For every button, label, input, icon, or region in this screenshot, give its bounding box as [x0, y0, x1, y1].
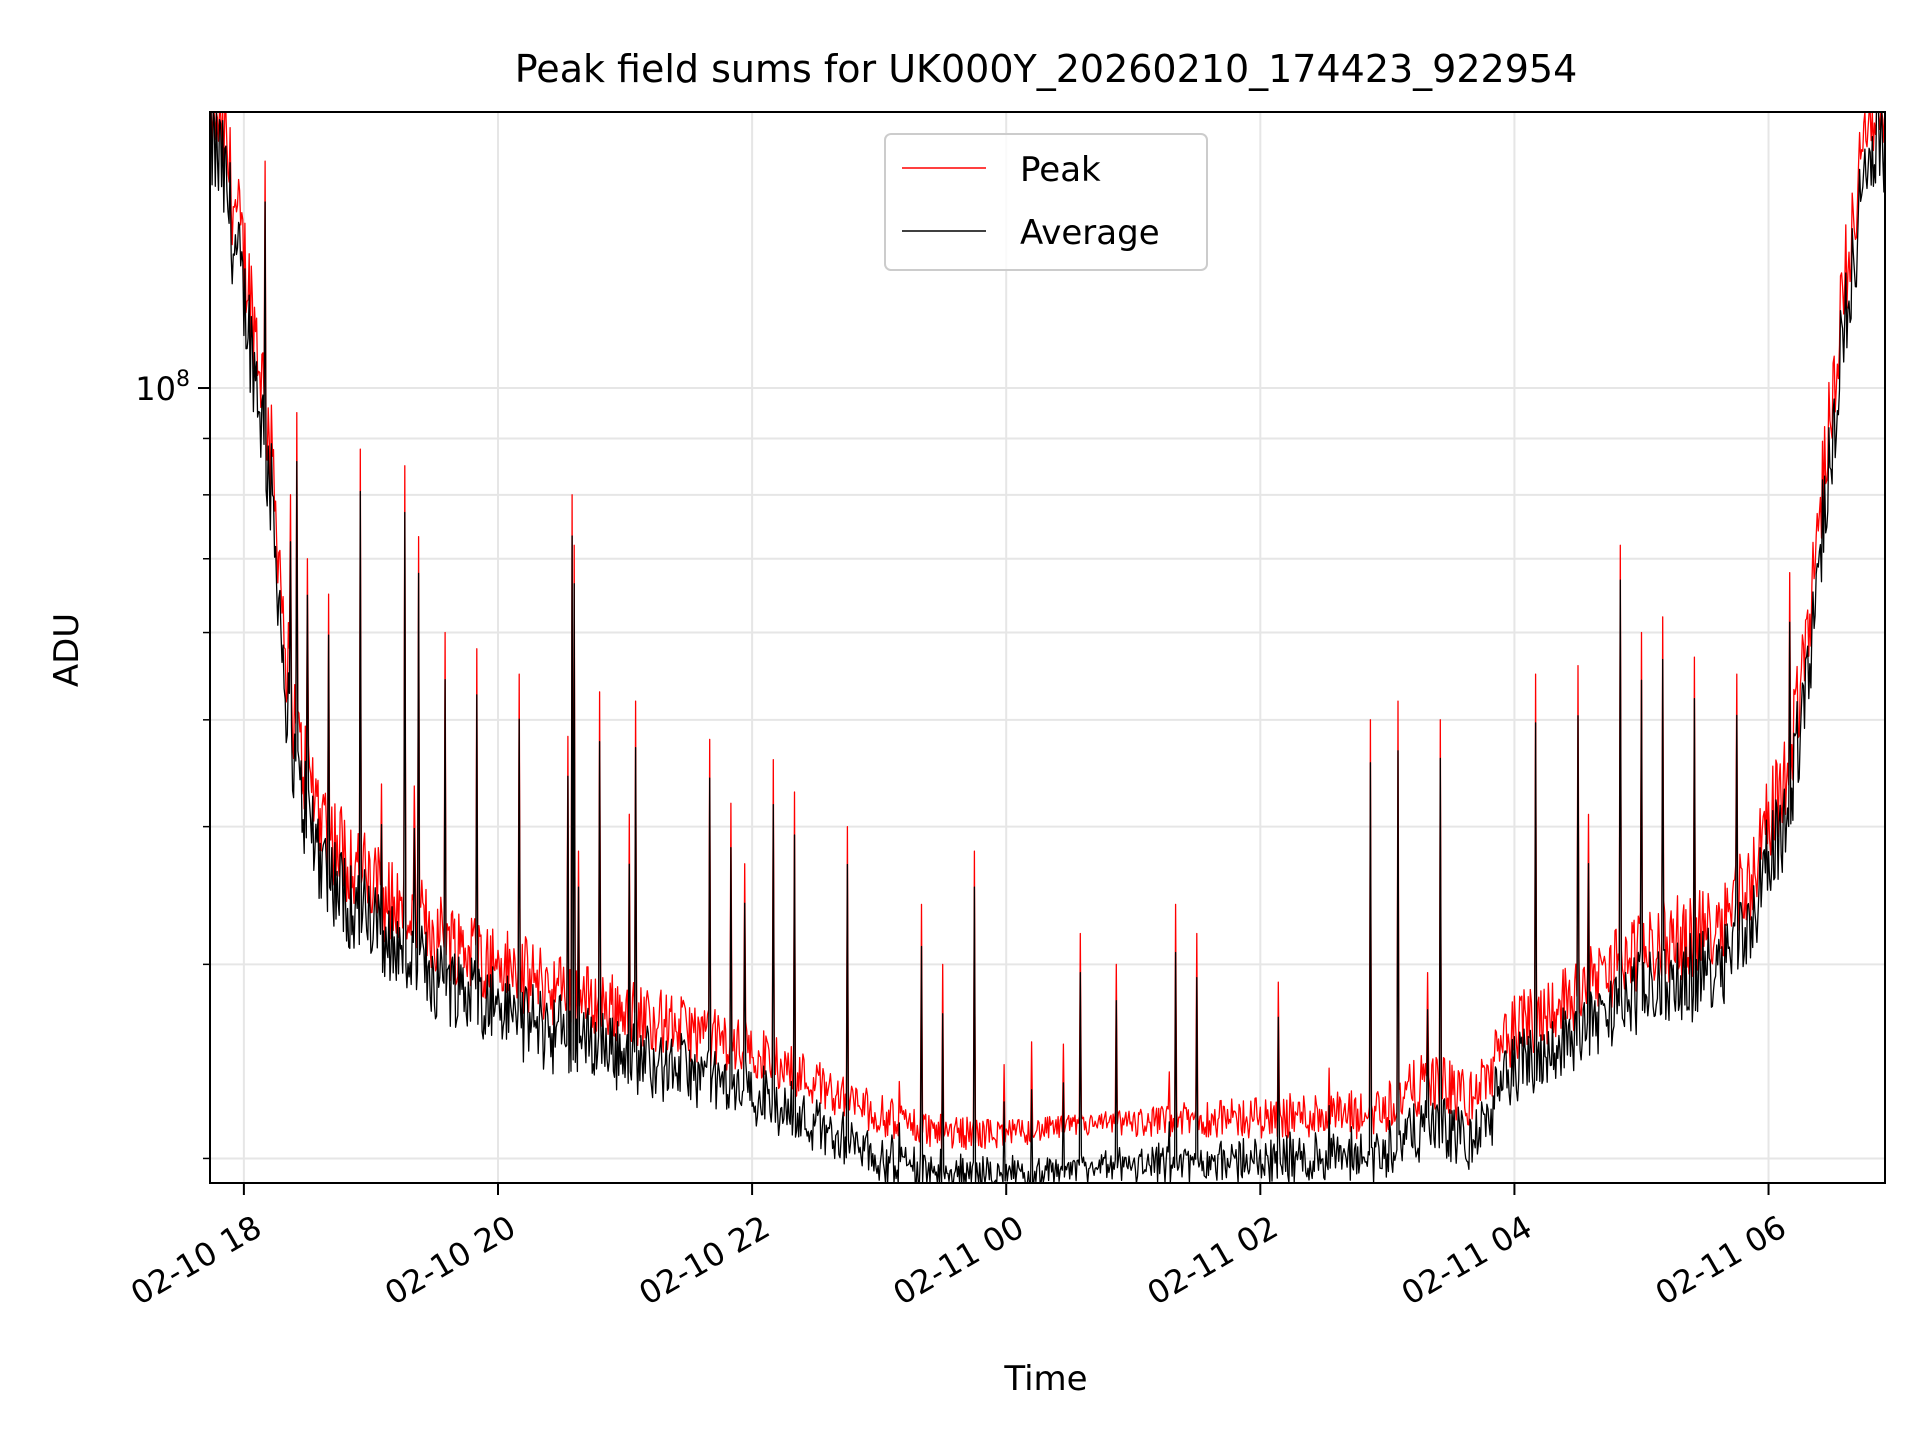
- y-axis: 108: [135, 367, 210, 1160]
- series-line-average: [209, 111, 1886, 1184]
- plot-frame: [209, 111, 1886, 1184]
- legend-label-average: Average: [1020, 213, 1160, 253]
- legend-label-peak: Peak: [1020, 150, 1101, 190]
- series-layer: [209, 111, 1886, 1184]
- legend: Peak Average: [884, 133, 1208, 271]
- y-tick-label: 108: [135, 367, 190, 408]
- chart-grid: [210, 112, 1885, 1183]
- x-axis-label: Time: [1003, 1359, 1087, 1399]
- chart-title: Peak field sums for UK000Y_20260210_1744…: [515, 47, 1578, 91]
- series-line-peak: [210, 111, 1886, 1151]
- y-axis-label: ADU: [47, 613, 87, 687]
